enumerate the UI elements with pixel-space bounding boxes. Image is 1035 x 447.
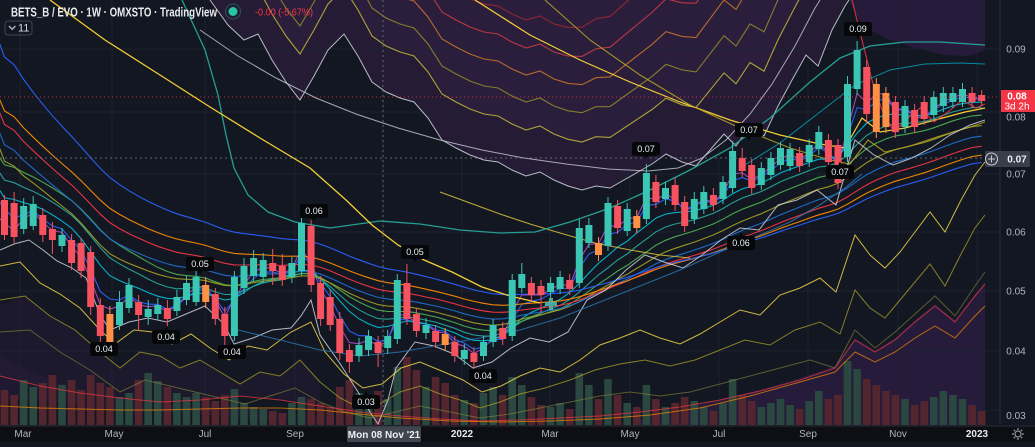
svg-text:0.05: 0.05 [191,259,209,269]
svg-text:2022: 2022 [451,429,474,440]
svg-text:Mar: Mar [541,429,559,440]
svg-text:May: May [621,429,640,440]
svg-text:0.07: 0.07 [1006,170,1026,181]
svg-text:0.07: 0.07 [831,167,849,177]
svg-text:Mar: Mar [14,429,32,440]
svg-text:2023: 2023 [966,429,989,440]
svg-text:0.03: 0.03 [1006,411,1026,422]
svg-text:Mon 08 Nov '21: Mon 08 Nov '21 [348,430,421,441]
svg-text:0.08: 0.08 [1007,92,1027,103]
svg-text:0.06: 0.06 [305,206,323,216]
svg-text:0.07: 0.07 [637,144,655,154]
svg-text:0.09: 0.09 [1006,45,1026,56]
svg-text:0.04: 0.04 [95,344,113,354]
svg-text:0.09: 0.09 [849,24,867,34]
svg-text:0.03: 0.03 [357,397,375,407]
svg-text:0.06: 0.06 [732,238,750,248]
svg-text:3d 2h: 3d 2h [1004,102,1029,113]
svg-text:Jul: Jul [199,429,212,440]
svg-text:Sep: Sep [799,429,817,440]
svg-text:May: May [105,429,124,440]
svg-text:0.04: 0.04 [1006,347,1026,358]
svg-text:0.06: 0.06 [1006,228,1026,239]
svg-text:Sep: Sep [286,429,304,440]
svg-text:0.07: 0.07 [740,125,758,135]
svg-text:0.07: 0.07 [1007,155,1027,166]
svg-text:0.05: 0.05 [1006,287,1026,298]
svg-text:Jul: Jul [713,429,726,440]
svg-text:11: 11 [18,23,29,35]
svg-text:0.04: 0.04 [474,371,492,381]
svg-text:0.05: 0.05 [406,247,424,257]
svg-text:Nov: Nov [889,429,907,440]
svg-text:-0.00 (-5.67%): -0.00 (-5.67%) [255,7,313,19]
svg-text:0.04: 0.04 [157,332,175,342]
svg-text:0.08: 0.08 [1006,113,1026,124]
svg-text:0.04: 0.04 [223,347,241,357]
svg-text:BETS_B / EVO · 1W · OMXSTO · T: BETS_B / EVO · 1W · OMXSTO · TradingView [11,6,217,20]
